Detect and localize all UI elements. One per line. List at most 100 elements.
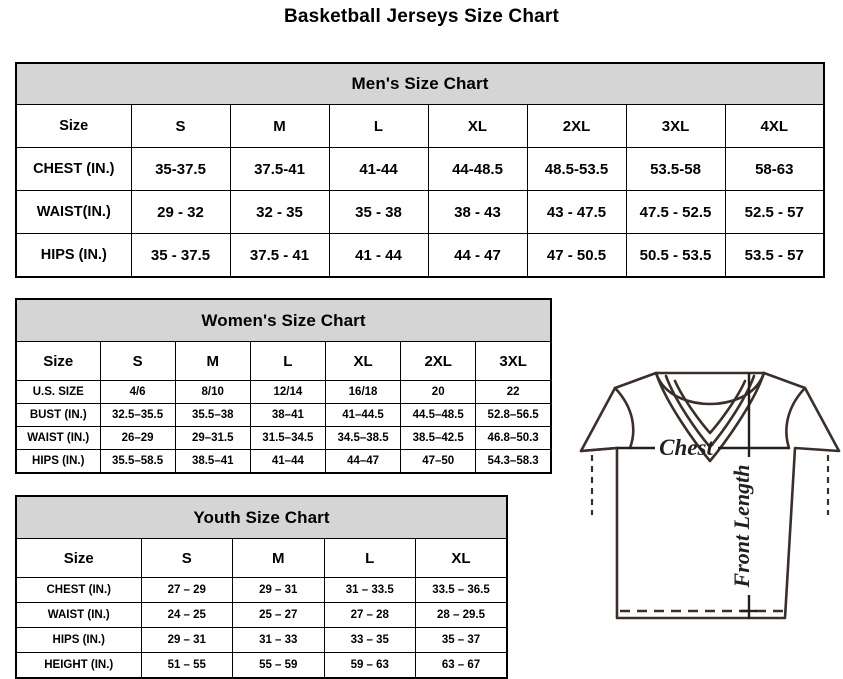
table-cell: 29–31.5 <box>174 426 251 450</box>
row-label-chest: CHEST (IN.) <box>15 577 142 603</box>
table-caption-row: Youth Size Chart <box>15 495 508 539</box>
mens-chart-caption: Men's Size Chart <box>15 62 825 105</box>
column-header-m: M <box>232 538 325 578</box>
column-header-s: S <box>140 538 233 578</box>
jersey-measurement-diagram: Chest Front Length <box>525 345 843 675</box>
table-cell: 54.3–58.3 <box>475 449 552 474</box>
column-header-m: M <box>229 104 330 148</box>
table-cell: 59 – 63 <box>323 652 416 679</box>
table-cell: 29 – 31 <box>140 627 233 653</box>
table-cell: 31 – 33.5 <box>323 577 416 603</box>
column-header-l: L <box>328 104 429 148</box>
table-cell: 44 - 47 <box>427 233 528 278</box>
table-cell: 29 - 32 <box>130 190 231 234</box>
table-cell: 47.5 - 52.5 <box>625 190 726 234</box>
table-cell: 35-37.5 <box>130 147 231 191</box>
table-cell: 35.5–58.5 <box>99 449 176 474</box>
table-cell: 27 – 28 <box>323 602 416 628</box>
table-cell: 29 – 31 <box>232 577 325 603</box>
column-header-xl: XL <box>427 104 528 148</box>
row-label-waist: WAIST (IN.) <box>15 602 142 628</box>
row-label-bust: BUST (IN.) <box>15 403 101 427</box>
table-row: WAIST(IN.) 29 - 32 32 - 35 35 - 38 38 - … <box>15 190 825 234</box>
row-label-hips: HIPS (IN.) <box>15 627 142 653</box>
table-cell: 12/14 <box>249 380 326 404</box>
column-header-3xl: 3XL <box>625 104 726 148</box>
table-cell: 38.5–41 <box>174 449 251 474</box>
table-cell: 52.5 - 57 <box>724 190 825 234</box>
left-sleeve-cuff-edge <box>579 446 619 453</box>
table-cell: 4/6 <box>99 380 176 404</box>
column-header-size: Size <box>15 341 101 381</box>
column-header-4xl: 4XL <box>724 104 825 148</box>
row-label-hips: HIPS (IN.) <box>15 233 132 278</box>
column-header-xl: XL <box>324 341 402 381</box>
table-caption-row: Men's Size Chart <box>15 62 825 105</box>
table-row: HIPS (IN.) 29 – 31 31 – 33 33 – 35 35 – … <box>15 627 508 653</box>
table-cell: 53.5 - 57 <box>724 233 825 278</box>
column-header-m: M <box>174 341 251 381</box>
table-cell: 33 – 35 <box>323 627 416 653</box>
row-label-waist: WAIST(IN.) <box>15 190 132 234</box>
row-label-waist: WAIST (IN.) <box>15 426 101 450</box>
womens-chart-caption: Women's Size Chart <box>15 298 552 342</box>
table-cell: 51 – 55 <box>140 652 233 679</box>
table-cell: 38.5–42.5 <box>400 426 477 450</box>
table-row: WAIST (IN.) 26–29 29–31.5 31.5–34.5 34.5… <box>15 426 552 450</box>
table-cell: 22 <box>475 380 552 404</box>
table-cell: 46.8–50.3 <box>475 426 552 450</box>
table-cell: 47–50 <box>400 449 477 474</box>
column-header-xl: XL <box>415 538 508 578</box>
column-header-s: S <box>130 104 231 148</box>
table-cell: 27 – 29 <box>140 577 233 603</box>
table-cell: 41-44 <box>328 147 429 191</box>
table-cell: 41–44 <box>249 449 326 474</box>
table-cell: 37.5-41 <box>229 147 330 191</box>
column-header-l: L <box>323 538 416 578</box>
youth-size-chart-table: Youth Size Chart Size S M L XL CHEST (IN… <box>15 495 508 679</box>
vneck-collar-middle <box>664 374 756 449</box>
row-label-us-size: U.S. SIZE <box>15 380 101 404</box>
page-title: Basketball Jerseys Size Chart <box>283 6 560 27</box>
table-cell: 38–41 <box>249 403 326 427</box>
table-cell: 55 – 59 <box>232 652 325 679</box>
table-cell: 25 – 27 <box>232 602 325 628</box>
table-cell: 31.5–34.5 <box>249 426 326 450</box>
column-header-l: L <box>249 341 326 381</box>
table-cell: 28 – 29.5 <box>415 602 508 628</box>
table-cell: 44-48.5 <box>427 147 528 191</box>
table-cell: 48.5-53.5 <box>526 147 627 191</box>
table-cell: 34.5–38.5 <box>324 426 402 450</box>
column-header-s: S <box>99 341 176 381</box>
column-header-2xl: 2XL <box>400 341 477 381</box>
table-row: CHEST (IN.) 35-37.5 37.5-41 41-44 44-48.… <box>15 147 825 191</box>
womens-size-chart-table: Women's Size Chart Size S M L XL 2XL 3XL… <box>15 298 552 474</box>
column-header-3xl: 3XL <box>475 341 552 381</box>
table-cell: 38 - 43 <box>427 190 528 234</box>
table-row: BUST (IN.) 32.5–35.5 35.5–38 38–41 41–44… <box>15 403 552 427</box>
mens-size-chart-table: Men's Size Chart Size S M L XL 2XL 3XL 4… <box>15 62 825 278</box>
row-label-chest: CHEST (IN.) <box>15 147 132 191</box>
column-header-size: Size <box>15 538 142 578</box>
column-header-size: Size <box>15 104 132 148</box>
table-row: HEIGHT (IN.) 51 – 55 55 – 59 59 – 63 63 … <box>15 652 508 679</box>
table-cell: 35 - 37.5 <box>130 233 231 278</box>
table-row: U.S. SIZE 4/6 8/10 12/14 16/18 20 22 <box>15 380 552 404</box>
table-row: WAIST (IN.) 24 – 25 25 – 27 27 – 28 28 –… <box>15 602 508 628</box>
youth-chart-caption: Youth Size Chart <box>15 495 508 539</box>
table-cell: 44–47 <box>324 449 402 474</box>
table-row: HIPS (IN.) 35 - 37.5 37.5 - 41 41 - 44 4… <box>15 233 825 278</box>
table-caption-row: Women's Size Chart <box>15 298 552 342</box>
vneck-collar-outer <box>654 371 766 463</box>
table-cell: 32.5–35.5 <box>99 403 176 427</box>
table-header-row: Size S M L XL <box>15 538 508 578</box>
chest-measure-label: Chest <box>659 435 713 460</box>
table-cell: 41–44.5 <box>324 403 402 427</box>
vneck-collar-inner <box>673 379 747 435</box>
table-row: CHEST (IN.) 27 – 29 29 – 31 31 – 33.5 33… <box>15 577 508 603</box>
table-cell: 58-63 <box>724 147 825 191</box>
table-header-row: Size S M L XL 2XL 3XL <box>15 341 552 381</box>
table-header-row: Size S M L XL 2XL 3XL 4XL <box>15 104 825 148</box>
table-cell: 35.5–38 <box>174 403 251 427</box>
right-armhole-curve <box>785 386 807 450</box>
